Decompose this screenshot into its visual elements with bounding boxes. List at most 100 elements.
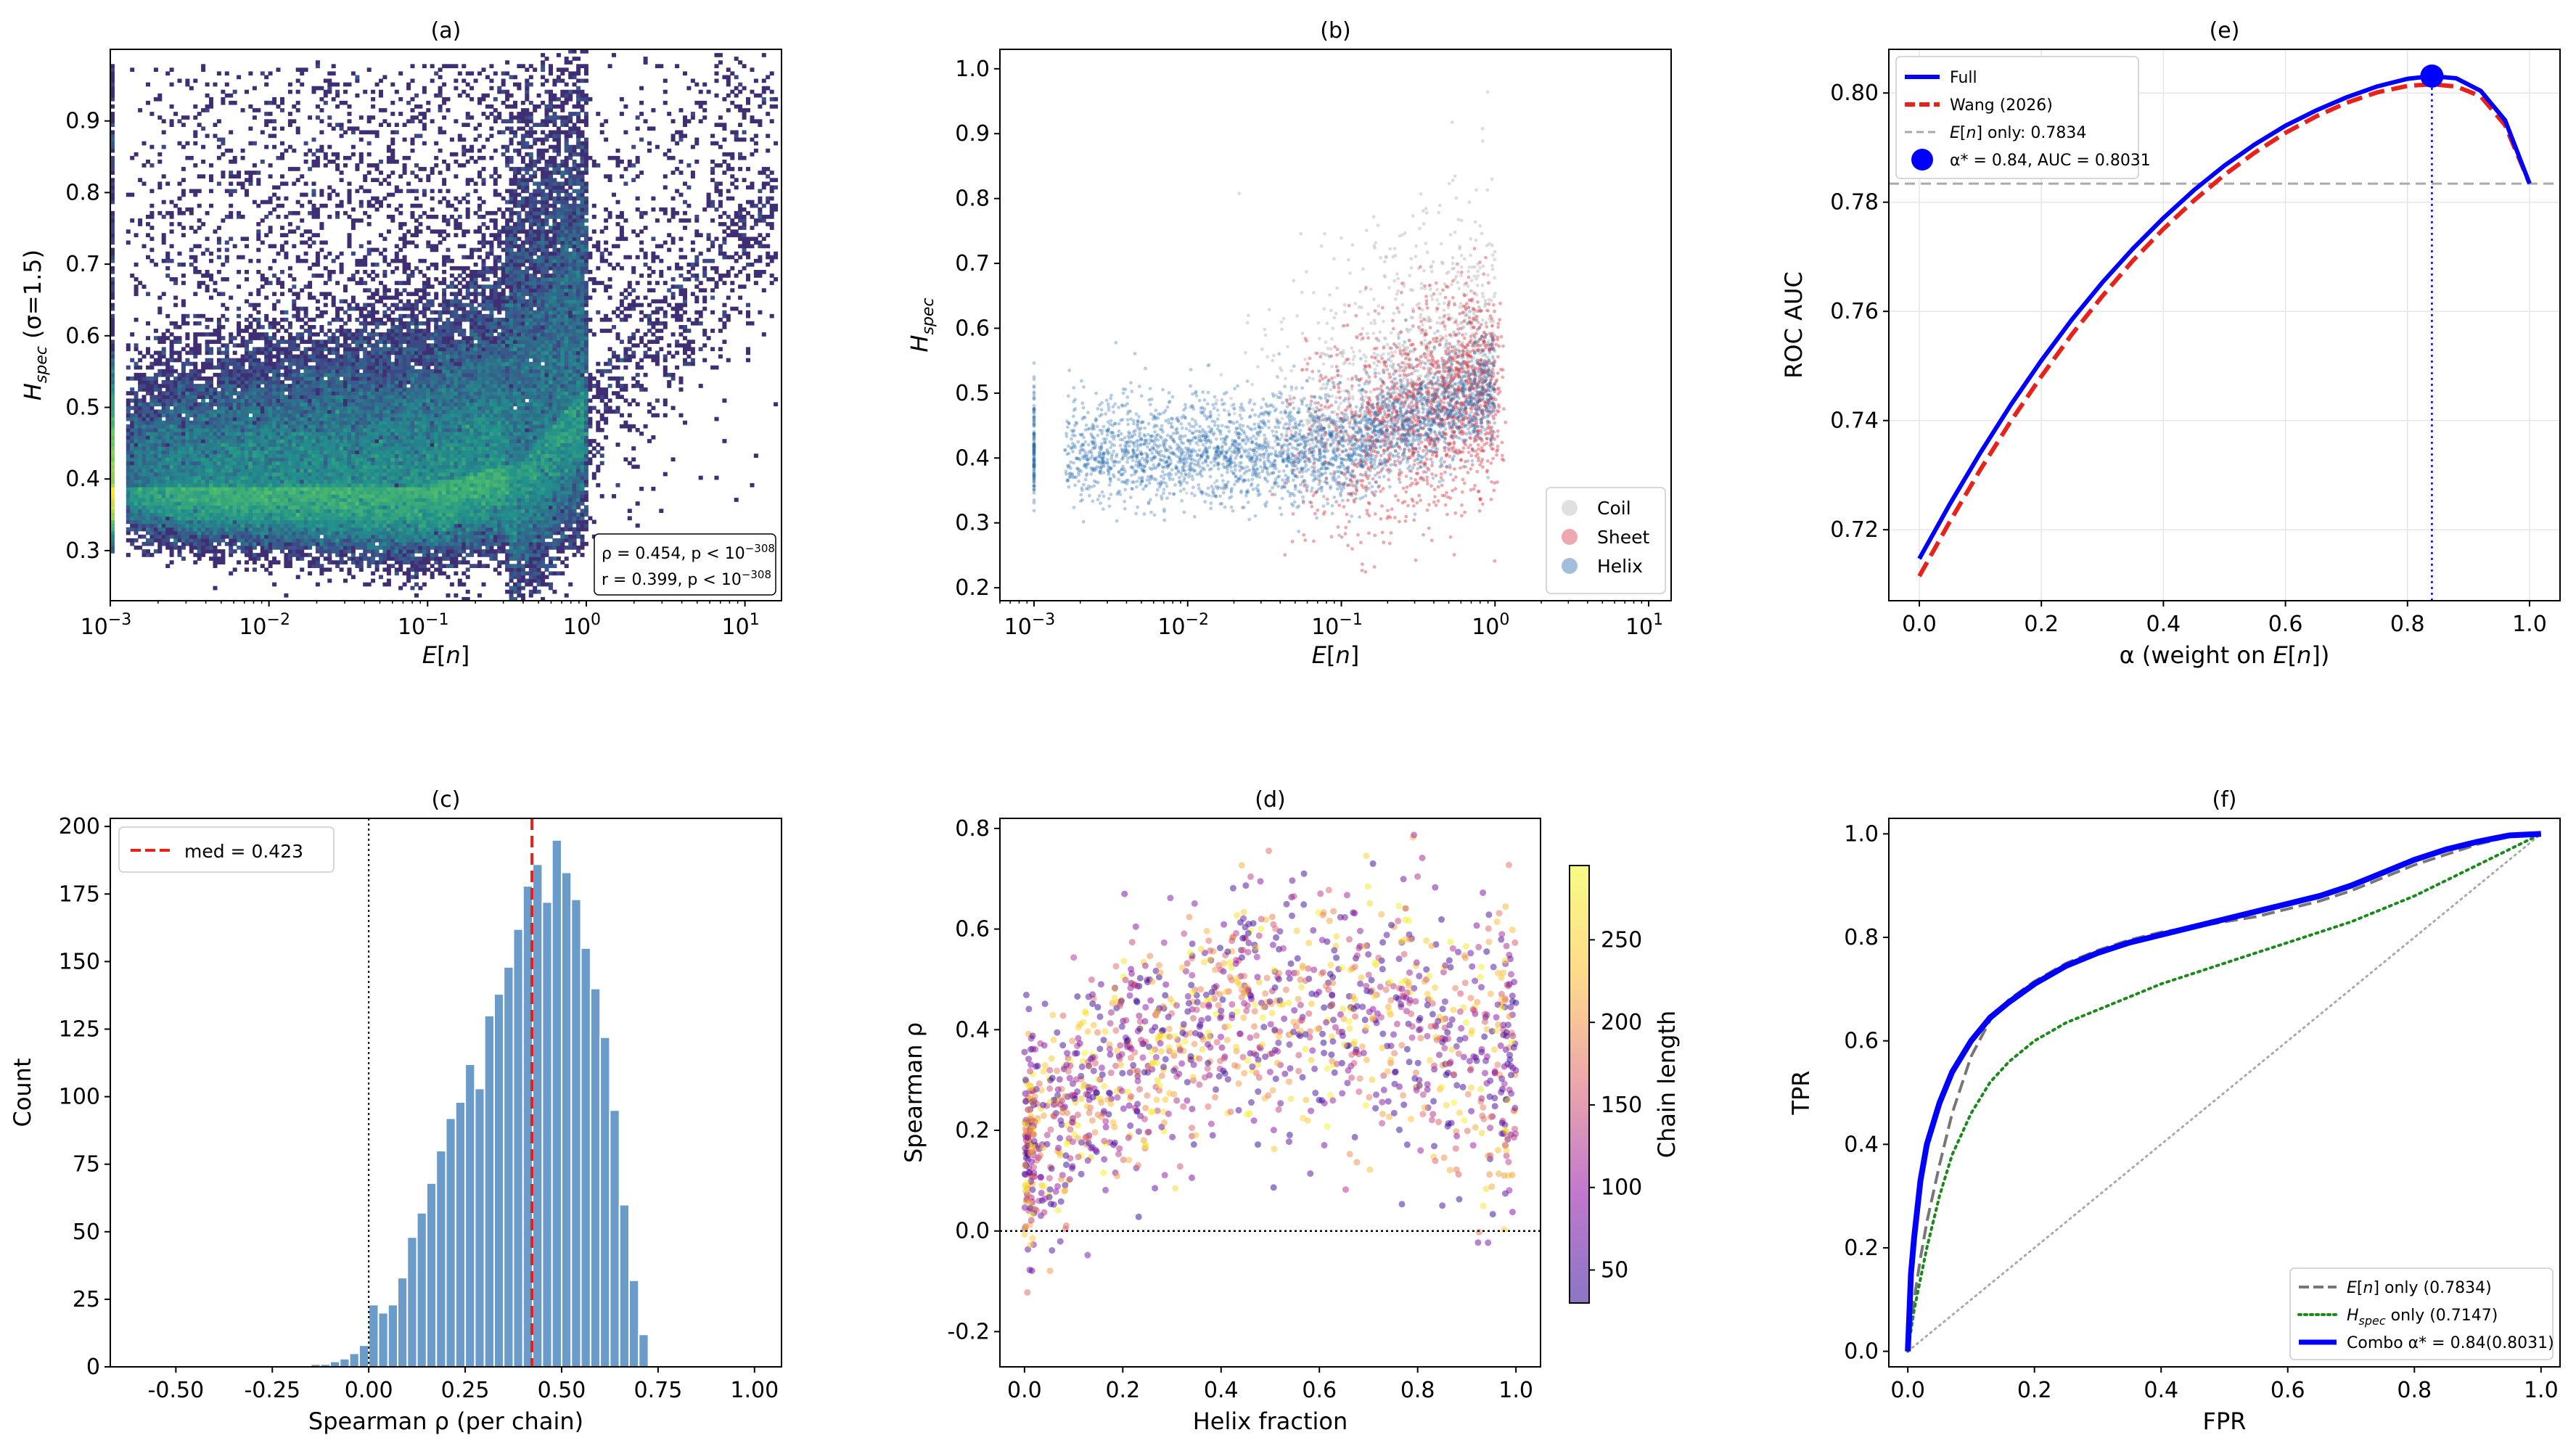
heatmap-cell [205, 427, 210, 432]
heatmap-cell [138, 431, 143, 436]
heatmap-cell [410, 530, 415, 535]
heatmap-cell [406, 468, 411, 473]
heatmap-cell [457, 523, 462, 528]
heatmap-cell [481, 420, 486, 425]
heatmap-cell [414, 413, 419, 418]
heatmap-cell [398, 546, 403, 550]
heatmap-cell [528, 482, 533, 488]
heatmap-cell [517, 567, 522, 572]
heatmap-cell [418, 527, 423, 532]
heatmap-cell [422, 482, 427, 488]
heatmap-cell [323, 453, 328, 458]
heatmap-cell [410, 457, 415, 462]
heatmap-cell [410, 443, 415, 447]
heatmap-cell [303, 475, 308, 480]
heatmap-cell [568, 420, 573, 425]
heatmap-cell [449, 431, 454, 436]
heatmap-cell [292, 427, 297, 432]
heatmap-cell [331, 494, 336, 498]
heatmap-cell [426, 424, 431, 429]
heatmap-cell [583, 479, 588, 484]
heatmap-cell [335, 498, 340, 502]
heatmap-cell [422, 461, 427, 466]
heatmap-cell [599, 461, 604, 466]
heatmap-cell [454, 431, 459, 436]
heatmap-cell [572, 530, 577, 535]
heatmap-cell [382, 546, 387, 550]
heatmap-cell [489, 553, 494, 557]
heatmap-cell [161, 446, 166, 451]
heatmap-cell [533, 567, 538, 572]
heatmap-cell [533, 409, 538, 414]
heatmap-cell [465, 523, 470, 528]
heatmap-cell [422, 457, 427, 462]
heatmap-cell [161, 516, 166, 521]
heatmap-cell [165, 527, 171, 532]
heatmap-cell [386, 475, 391, 480]
heatmap-cell [386, 457, 391, 462]
heatmap-cell [434, 549, 439, 554]
heatmap-cell [379, 509, 383, 513]
heatmap-cell [386, 453, 391, 458]
heatmap-cell [264, 512, 269, 517]
heatmap-cell [343, 464, 348, 469]
heatmap-cell [339, 498, 344, 502]
heatmap-cell [276, 435, 281, 440]
heatmap-cell [153, 424, 158, 429]
heatmap-cell [213, 468, 218, 473]
heatmap-cell [272, 546, 277, 550]
heatmap-cell [549, 446, 553, 451]
heatmap-cell [300, 567, 305, 572]
heatmap-cell [347, 427, 352, 432]
heatmap-cell [141, 553, 147, 557]
heatmap-cell [430, 416, 435, 422]
heatmap-cell [382, 475, 387, 480]
heatmap-cell [485, 472, 490, 477]
heatmap-cell [134, 450, 139, 454]
heatmap-cell [280, 443, 284, 447]
heatmap-cell [520, 450, 525, 454]
heatmap-cell [252, 567, 257, 572]
heatmap-cell [462, 443, 467, 447]
heatmap-cell [197, 541, 202, 546]
heatmap-cell [438, 479, 443, 484]
heatmap-cell [295, 527, 300, 532]
heatmap-cell [386, 479, 391, 484]
heatmap-cell [418, 519, 423, 525]
heatmap-cell [193, 498, 198, 502]
heatmap-cell [434, 450, 439, 454]
heatmap-cell [363, 446, 368, 451]
heatmap-cell [528, 546, 533, 550]
heatmap-cell [237, 450, 242, 454]
heatmap-cell [189, 549, 194, 554]
heatmap-cell [442, 509, 447, 513]
heatmap-cell [181, 494, 186, 498]
heatmap-cell [331, 475, 336, 480]
heatmap-cell [544, 479, 549, 484]
heatmap-cell [193, 490, 198, 495]
heatmap-cell [252, 534, 257, 539]
heatmap-cell [426, 427, 431, 432]
heatmap-cell [264, 482, 269, 488]
heatmap-cell [410, 435, 415, 440]
heatmap-cell [327, 578, 332, 583]
heatmap-cell [572, 538, 577, 543]
heatmap-cell [465, 482, 470, 488]
heatmap-cell [224, 541, 229, 546]
heatmap-cell [580, 416, 585, 422]
heatmap-cell [647, 439, 652, 443]
heatmap-cell [418, 585, 423, 591]
heatmap-cell [363, 549, 368, 554]
heatmap-cell [169, 498, 174, 502]
heatmap-cell [426, 549, 431, 554]
heatmap-cell [485, 486, 490, 491]
heatmap-cell [292, 534, 297, 539]
heatmap-cell [556, 479, 561, 484]
heatmap-cell [347, 461, 352, 466]
heatmap-cell [216, 534, 221, 539]
heatmap-cell [110, 519, 115, 525]
heatmap-cell [374, 435, 380, 440]
heatmap-cell [268, 509, 273, 513]
heatmap-cell [264, 530, 269, 535]
heatmap-cell [146, 498, 150, 502]
